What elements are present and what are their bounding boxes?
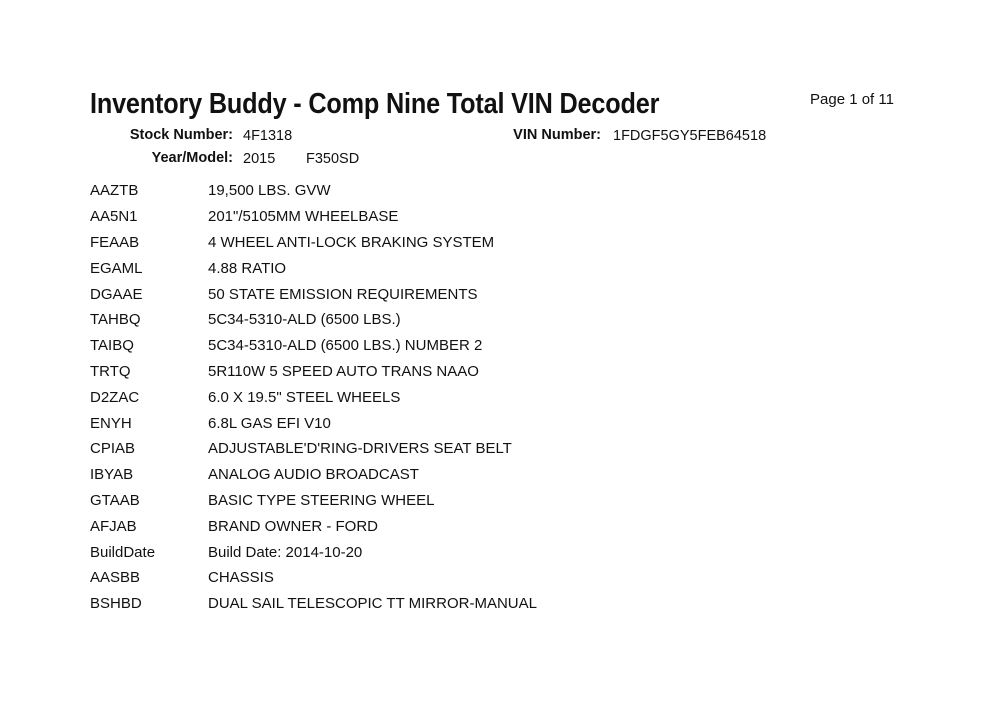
option-row: TRTQ 5R110W 5 SPEED AUTO TRANS NAAO	[90, 359, 537, 385]
option-code: BuildDate	[90, 543, 156, 561]
option-row: BuildDate Build Date: 2014-10-20	[90, 539, 537, 565]
option-row: AASBB CHASSIS	[90, 565, 537, 591]
option-code: AFJAB	[90, 517, 137, 535]
option-code: DGAAE	[90, 285, 143, 303]
option-row: IBYAB ANALOG AUDIO BROADCAST	[90, 462, 537, 488]
option-description: 50 STATE EMISSION REQUIREMENTS	[208, 285, 478, 303]
option-code: AASBB	[90, 569, 141, 587]
year-model-label: Year/Model:	[151, 150, 233, 166]
option-code: TAHBQ	[90, 311, 141, 329]
option-description: Build Date: 2014-10-20	[208, 543, 363, 561]
option-row: AFJAB BRAND OWNER - FORD	[90, 513, 537, 539]
option-code: AAZTB	[90, 182, 139, 200]
option-description: 5R110W 5 SPEED AUTO TRANS NAAO	[208, 362, 479, 380]
option-row: AAZTB 19,500 LBS. GVW	[90, 178, 537, 204]
option-description: 6.0 X 19.5" STEEL WHEELS	[208, 388, 401, 406]
option-description: 5C34-5310-ALD (6500 LBS.)	[208, 311, 401, 329]
option-row: BSHBD DUAL SAIL TELESCOPIC TT MIRROR-MANU…	[90, 591, 537, 617]
option-code-list: AAZTB 19,500 LBS. GVW AA5N1 201"/5105MM WHE…	[90, 178, 537, 617]
option-code: D2ZAC	[90, 388, 140, 406]
option-code: TAIBQ	[90, 337, 134, 355]
option-code: CPIAB	[90, 440, 136, 458]
option-code: IBYAB	[90, 466, 134, 484]
option-code: ENYH	[90, 414, 132, 432]
option-code: TRTQ	[90, 362, 131, 380]
option-code: BSHBD	[90, 595, 142, 613]
year-value: 2015	[243, 151, 276, 167]
option-code: FEAAB	[90, 233, 140, 251]
option-code: EGAML	[90, 259, 143, 277]
option-description: BASIC TYPE STEERING WHEEL	[208, 491, 435, 509]
option-row: EGAML 4.88 RATIO	[90, 255, 537, 281]
option-code: AA5N1	[90, 208, 138, 226]
option-row: FEAAB 4 WHEEL ANTI-LOCK BRAKING SYSTEM	[90, 230, 537, 256]
page-title: Inventory Buddy - Comp Nine Total VIN De…	[90, 88, 660, 120]
option-code: GTAAB	[90, 491, 140, 509]
option-row: GTAAB BASIC TYPE STEERING WHEEL	[90, 488, 537, 514]
option-row: ENYH 6.8L GAS EFI V10	[90, 410, 537, 436]
option-row: D2ZAC 6.0 X 19.5" STEEL WHEELS	[90, 384, 537, 410]
option-description: 5C34-5310-ALD (6500 LBS.) NUMBER 2	[208, 337, 483, 355]
option-row: AA5N1 201"/5105MM WHEELBASE	[90, 204, 537, 230]
option-description: DUAL SAIL TELESCOPIC TT MIRROR-MANUAL	[208, 595, 537, 613]
option-description: 6.8L GAS EFI V10	[208, 414, 331, 432]
option-row: TAIBQ 5C34-5310-ALD (6500 LBS.) NUMBER 2	[90, 333, 537, 359]
option-description: ADJUSTABLE'D'RING-DRIVERS SEAT BELT	[208, 440, 512, 458]
option-row: TAHBQ 5C34-5310-ALD (6500 LBS.)	[90, 307, 537, 333]
option-description: 201"/5105MM WHEELBASE	[208, 208, 399, 226]
option-description: 19,500 LBS. GVW	[208, 182, 331, 200]
option-description: BRAND OWNER - FORD	[208, 517, 378, 535]
page-number: Page 1 of 11	[810, 91, 894, 108]
option-description: 4 WHEEL ANTI-LOCK BRAKING SYSTEM	[208, 233, 495, 251]
option-description: CHASSIS	[208, 569, 274, 587]
option-row: DGAAE 50 STATE EMISSION REQUIREMENTS	[90, 281, 537, 307]
stock-number-label: Stock Number:	[129, 127, 233, 143]
option-description: 4.88 RATIO	[208, 259, 287, 277]
model-value: F350SD	[306, 151, 360, 167]
stock-number-value: 4F1318	[243, 128, 293, 144]
option-row: CPIAB ADJUSTABLE'D'RING-DRIVERS SEAT BELT	[90, 436, 537, 462]
vin-number-label: VIN Number:	[513, 127, 601, 143]
vin-number-value: 1FDGF5GY5FEB64518	[613, 128, 767, 144]
option-description: ANALOG AUDIO BROADCAST	[208, 466, 419, 484]
